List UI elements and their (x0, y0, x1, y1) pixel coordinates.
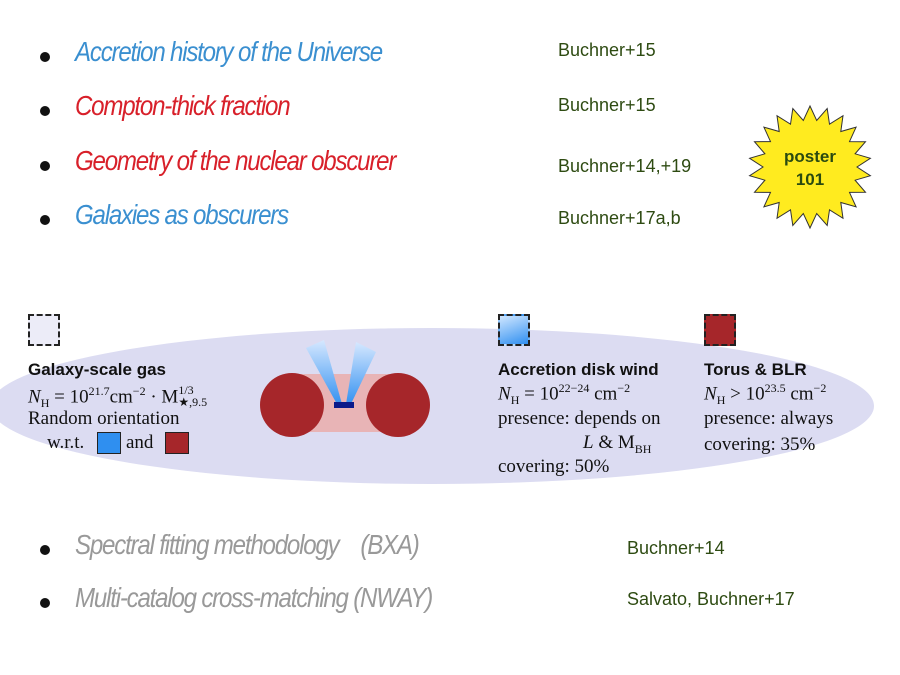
poster-number: 101 (796, 170, 824, 189)
galaxy-gas-orientation: Random orientation (28, 408, 180, 429)
wind-nh: NH = 1022−24 cm−2 (498, 381, 631, 408)
galaxy-gas-swatch (28, 314, 60, 346)
bullet-dot (40, 106, 50, 116)
torus-presence: presence: always (704, 408, 834, 429)
reference-text: Buchner+17a,b (558, 208, 681, 228)
bullet-dot (40, 52, 50, 62)
bullet-dot (40, 161, 50, 171)
galaxy-gas-wrt: w.r.t. (47, 432, 85, 453)
torus-swatch (704, 314, 736, 346)
galaxy-gas-title: Galaxy-scale gas (28, 360, 166, 379)
bullet-text: Multi-catalog cross-matching (NWAY) (75, 582, 433, 613)
bullet-text: Spectral fitting methodology (BXA) (75, 529, 420, 560)
wind-dependency: L & MBH (583, 432, 652, 456)
wind-title: Accretion disk wind (498, 360, 659, 379)
reference-text: Buchner+14,+19 (558, 156, 692, 176)
galaxy-ellipse (0, 328, 874, 484)
reference-text: Buchner+15 (558, 95, 656, 115)
bullet-dot (40, 545, 50, 555)
reference-text: Buchner+14 (627, 538, 725, 558)
torus-covering: covering: 35% (704, 434, 816, 455)
wind-presence: presence: depends on (498, 408, 661, 429)
poster-label: poster (784, 147, 836, 166)
wind-covering: covering: 50% (498, 456, 610, 477)
galaxy-gas-nh: NH = 1021.7cm−2 · M 1/3 ★,9.5 (28, 382, 208, 411)
torus-right-lobe (366, 373, 430, 437)
galaxy-gas-and: and (126, 432, 154, 453)
poster-badge: poster 101 (748, 104, 872, 230)
reference-text: Salvato, Buchner+17 (627, 589, 795, 609)
bullet-text: Accretion history of the Universe (75, 36, 383, 67)
torus-title: Torus & BLR (704, 360, 807, 379)
starburst-shape (748, 104, 872, 230)
wrt-red-square (165, 432, 189, 454)
torus-nh: NH > 1023.5 cm−2 (704, 381, 827, 408)
accretion-disk (334, 402, 354, 408)
wind-cone-right (346, 342, 376, 406)
wind-cone-left (306, 340, 342, 406)
wind-swatch (498, 314, 530, 346)
bullet-text: Geometry of the nuclear obscurer (75, 145, 396, 176)
bullet-text: Compton-thick fraction (75, 90, 291, 121)
reference-text: Buchner+15 (558, 40, 656, 60)
torus-left-lobe (260, 373, 324, 437)
bullet-dot (40, 215, 50, 225)
agn-illustration (260, 340, 430, 437)
bullet-dot (40, 598, 50, 608)
bullet-text: Galaxies as obscurers (75, 199, 289, 230)
wrt-blue-square (97, 432, 121, 454)
